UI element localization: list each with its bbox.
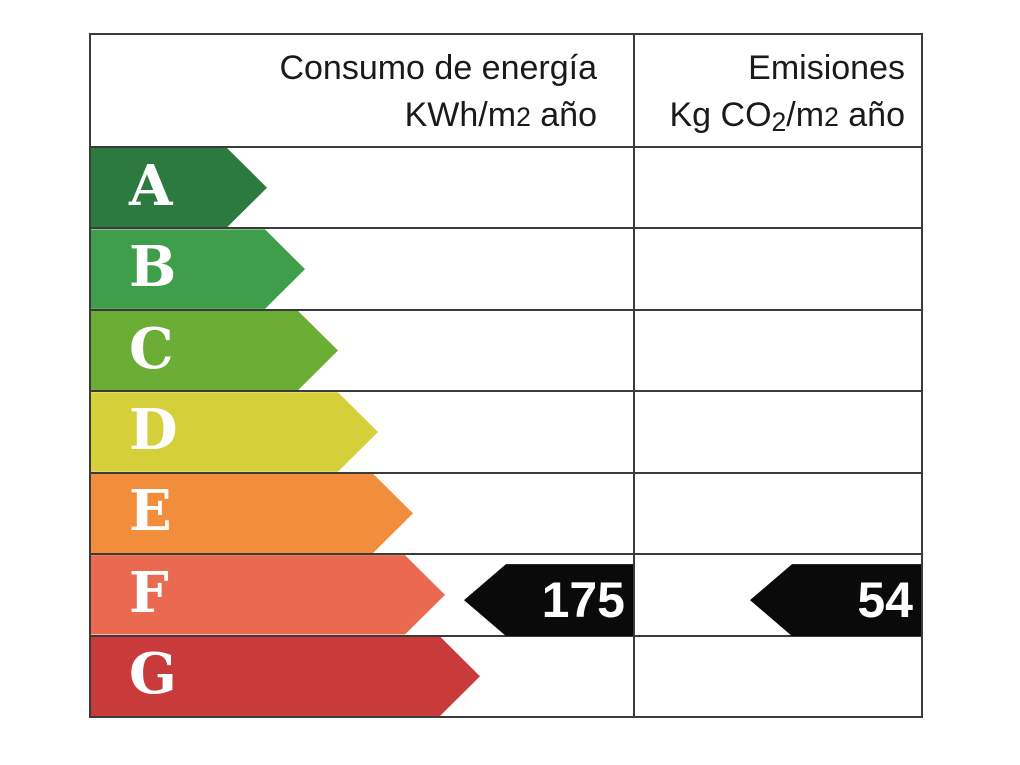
grade-b-emissions-cell [635, 229, 921, 308]
grade-b-letter: B [129, 234, 177, 301]
m2-digit: 2 [824, 102, 839, 132]
grade-f-arrow: F [91, 555, 445, 634]
grade-row-b: B [91, 227, 921, 309]
rating-table: Consumo de energía KWh/m2 año Emisiones … [89, 33, 923, 718]
grade-row-g: G [91, 634, 921, 716]
grade-f-emissions-cell: 54 [635, 555, 921, 637]
grade-row-e: E [91, 471, 921, 554]
grade-c-arrow: C [91, 311, 338, 390]
grade-row-c: C [91, 308, 921, 391]
grade-b-consumption-cell: B [91, 229, 635, 309]
consumption-header-line1: Consumo de energía [279, 49, 597, 87]
grade-d-emissions-cell [635, 392, 921, 471]
grade-e-letter: E [129, 478, 172, 545]
grade-c-letter: C [129, 315, 174, 382]
grade-c-consumption-cell: C [91, 310, 635, 391]
co2-subscript-digit: 2 [771, 106, 787, 137]
grade-a-consumption-cell: A [91, 148, 635, 228]
grade-a-arrow: A [91, 148, 267, 227]
consumption-value-arrow: 175 [464, 564, 633, 637]
grade-e-emissions-cell [635, 474, 921, 553]
consumption-value: 175 [541, 572, 625, 629]
consumption-header-line2: KWh/m2 año [404, 96, 597, 134]
grade-d-consumption-cell: D [91, 392, 635, 472]
consumption-column-header: Consumo de energía KWh/m2 año [91, 35, 635, 146]
emissions-header-line2: Kg CO2/m2 año [669, 96, 905, 137]
grade-g-consumption-cell: G [91, 636, 635, 716]
grade-f-letter: F [129, 559, 169, 626]
emissions-value-arrow: 54 [750, 564, 921, 637]
m2-digit: 2 [516, 102, 531, 132]
grade-a-emissions-cell [635, 148, 921, 227]
grade-e-consumption-cell: E [91, 473, 635, 554]
table-header-row: Consumo de energía KWh/m2 año Emisiones … [91, 35, 921, 146]
emissions-value: 54 [857, 572, 913, 629]
grade-g-emissions-cell [635, 637, 921, 716]
grade-g-letter: G [129, 641, 177, 708]
grade-c-emissions-cell [635, 311, 921, 390]
grade-row-d: D [91, 390, 921, 472]
grade-row-f: F 175 54 [91, 553, 921, 637]
grade-d-arrow: D [91, 392, 378, 471]
grade-b-arrow: B [91, 229, 305, 308]
grade-e-arrow: E [91, 474, 413, 553]
grade-row-a: A [91, 146, 921, 228]
grade-a-letter: A [129, 152, 173, 219]
emissions-header-line1: Emisiones [748, 49, 905, 87]
grade-g-arrow: G [91, 637, 480, 716]
emissions-column-header: Emisiones Kg CO2/m2 año [635, 35, 921, 146]
grade-f-consumption-cell: F 175 [91, 555, 635, 637]
grade-d-letter: D [129, 396, 178, 463]
